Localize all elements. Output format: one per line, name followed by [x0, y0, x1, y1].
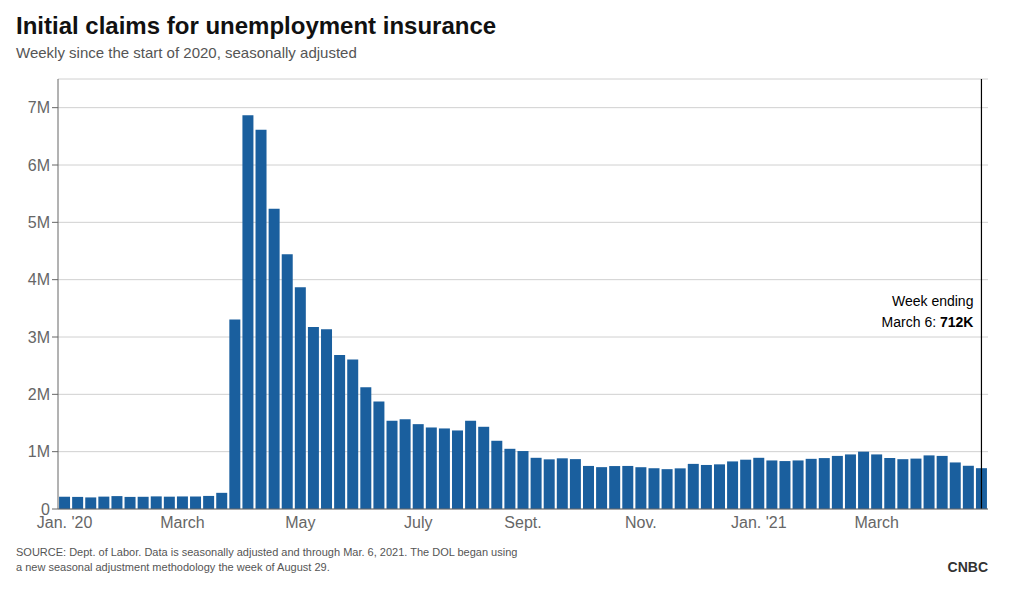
svg-text:3M: 3M [28, 329, 50, 346]
svg-text:July: July [404, 514, 432, 531]
svg-text:7M: 7M [28, 99, 50, 116]
svg-text:Nov.: Nov. [625, 514, 657, 531]
svg-text:2M: 2M [28, 386, 50, 403]
svg-text:6M: 6M [28, 157, 50, 174]
svg-text:0: 0 [41, 501, 50, 518]
svg-text:Jan. '20: Jan. '20 [36, 514, 93, 532]
svg-text:Jan. '21: Jan. '21 [731, 514, 787, 531]
svg-text:Week ending: Week ending [892, 293, 973, 309]
svg-text:1M: 1M [28, 443, 50, 460]
svg-text:March 6: 712K: March 6: 712K [882, 313, 974, 329]
html-text:Initial claims for unemploymen: Initial claims for unemployment insuranc… [16, 12, 497, 39]
svg-text:5M: 5M [28, 214, 50, 231]
svg-text:March: March [160, 514, 204, 531]
html-text:Weekly since the start of 2020: Weekly since the start of 2020, seasonal… [16, 44, 357, 61]
html-text:CNBC: CNBC [947, 559, 988, 575]
svg-text:Sept.: Sept. [504, 514, 541, 531]
svg-text:May: May [285, 514, 315, 531]
svg-text:March: March [854, 514, 898, 531]
svg-text:4M: 4M [28, 271, 50, 288]
html-text:SOURCE: Dept. of Labor. Data i: SOURCE: Dept. of Labor. Data is seasonal… [16, 546, 518, 573]
